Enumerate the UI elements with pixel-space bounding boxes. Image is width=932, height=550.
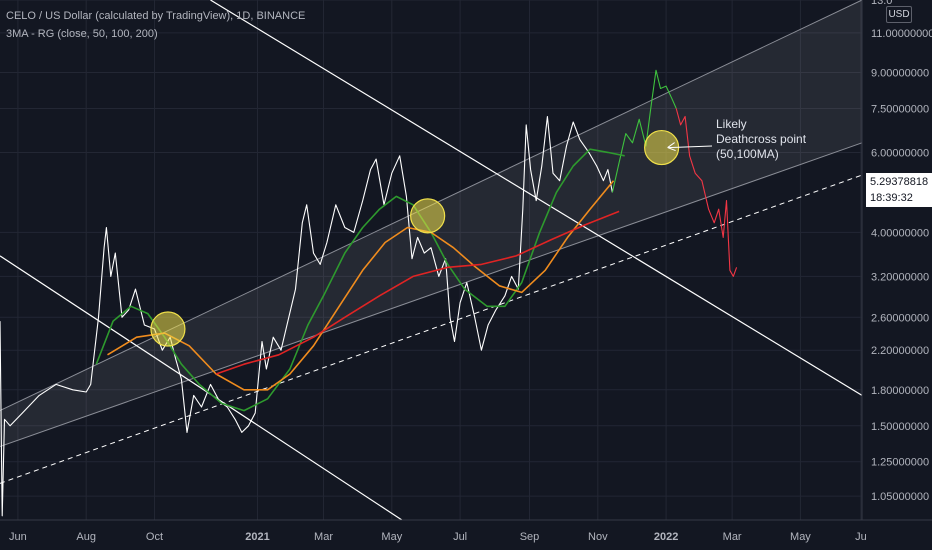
chart-series <box>0 69 738 517</box>
x-tick-label-6: Jul <box>453 531 467 543</box>
annotation-arrow <box>667 142 713 152</box>
x-tick-label-11: May <box>790 531 811 543</box>
y-tick-label-10: 1.50000000 <box>871 421 929 433</box>
y-tick-label-2: 9.00000000 <box>871 67 929 79</box>
arrow-shaft <box>668 145 713 149</box>
y-tick-label-0: 13.0 <box>871 0 892 7</box>
series-ma100-4 <box>107 180 615 391</box>
price-axis-bg <box>862 0 932 550</box>
arrow-head <box>667 142 676 152</box>
x-tick-label-10: Mar <box>723 531 742 543</box>
crossover-marker-0 <box>150 311 186 347</box>
trend-channel <box>0 0 863 521</box>
x-tick-label-3: 2021 <box>245 531 269 543</box>
series-price-0 <box>0 115 613 517</box>
y-tick-label-4: 6.00000000 <box>871 147 929 159</box>
bar-countdown: 18:39:32 <box>870 192 913 204</box>
y-tick-label-9: 1.80000000 <box>871 385 929 397</box>
highlight-markers <box>150 129 680 347</box>
x-tick-label-8: Nov <box>588 531 608 543</box>
y-tick-label-3: 7.50000000 <box>871 103 929 115</box>
y-tick-label-8: 2.20000000 <box>871 345 929 357</box>
x-tick-label-7: Sep <box>520 531 540 543</box>
annotation-line-1: Likely <box>716 117 747 131</box>
x-tick-label-0: Jun <box>9 531 27 543</box>
x-tick-label-5: May <box>381 531 402 543</box>
series-price-2 <box>675 108 738 277</box>
crossover-marker-1 <box>410 198 446 234</box>
x-tick-label-2: Oct <box>146 531 163 543</box>
last-price-value: 5.29378818 <box>870 176 929 188</box>
x-tick-label-1: Aug <box>76 531 96 543</box>
y-tick-label-11: 1.25000000 <box>871 457 929 469</box>
x-tick-label-4: Mar <box>314 531 333 543</box>
descending-line-1 <box>0 255 403 521</box>
time-axis-bg <box>0 520 932 550</box>
y-tick-label-6: 3.20000000 <box>871 271 929 283</box>
x-tick-label-9: 2022 <box>654 531 678 543</box>
series-ma50-3 <box>95 148 625 412</box>
chart-grid <box>0 0 862 520</box>
y-tick-label-12: 1.05000000 <box>871 491 929 503</box>
y-tick-label-5: 4.00000000 <box>871 227 929 239</box>
channel-lower-line <box>0 142 863 447</box>
series-ma200-5 <box>215 210 620 375</box>
x-tick-label-12: Ju <box>855 531 867 543</box>
currency-button[interactable]: USD <box>886 6 912 23</box>
y-tick-label-1: 11.00000000 <box>871 28 932 40</box>
last-price-badge: 5.29378818 18:39:32 <box>866 173 932 207</box>
chart-title: CELO / US Dollar (calculated by TradingV… <box>6 10 306 22</box>
annotation-line-2: Deathcross point <box>716 132 807 146</box>
series-price-1 <box>611 69 677 193</box>
annotation-line-3: (50,100MA) <box>716 147 779 161</box>
indicator-legend[interactable]: 3MA - RG (close, 50, 100, 200) <box>6 28 158 40</box>
y-tick-label-7: 2.60000000 <box>871 312 929 324</box>
deathcross-annotation: Likely Deathcross point (50,100MA) <box>716 117 806 162</box>
